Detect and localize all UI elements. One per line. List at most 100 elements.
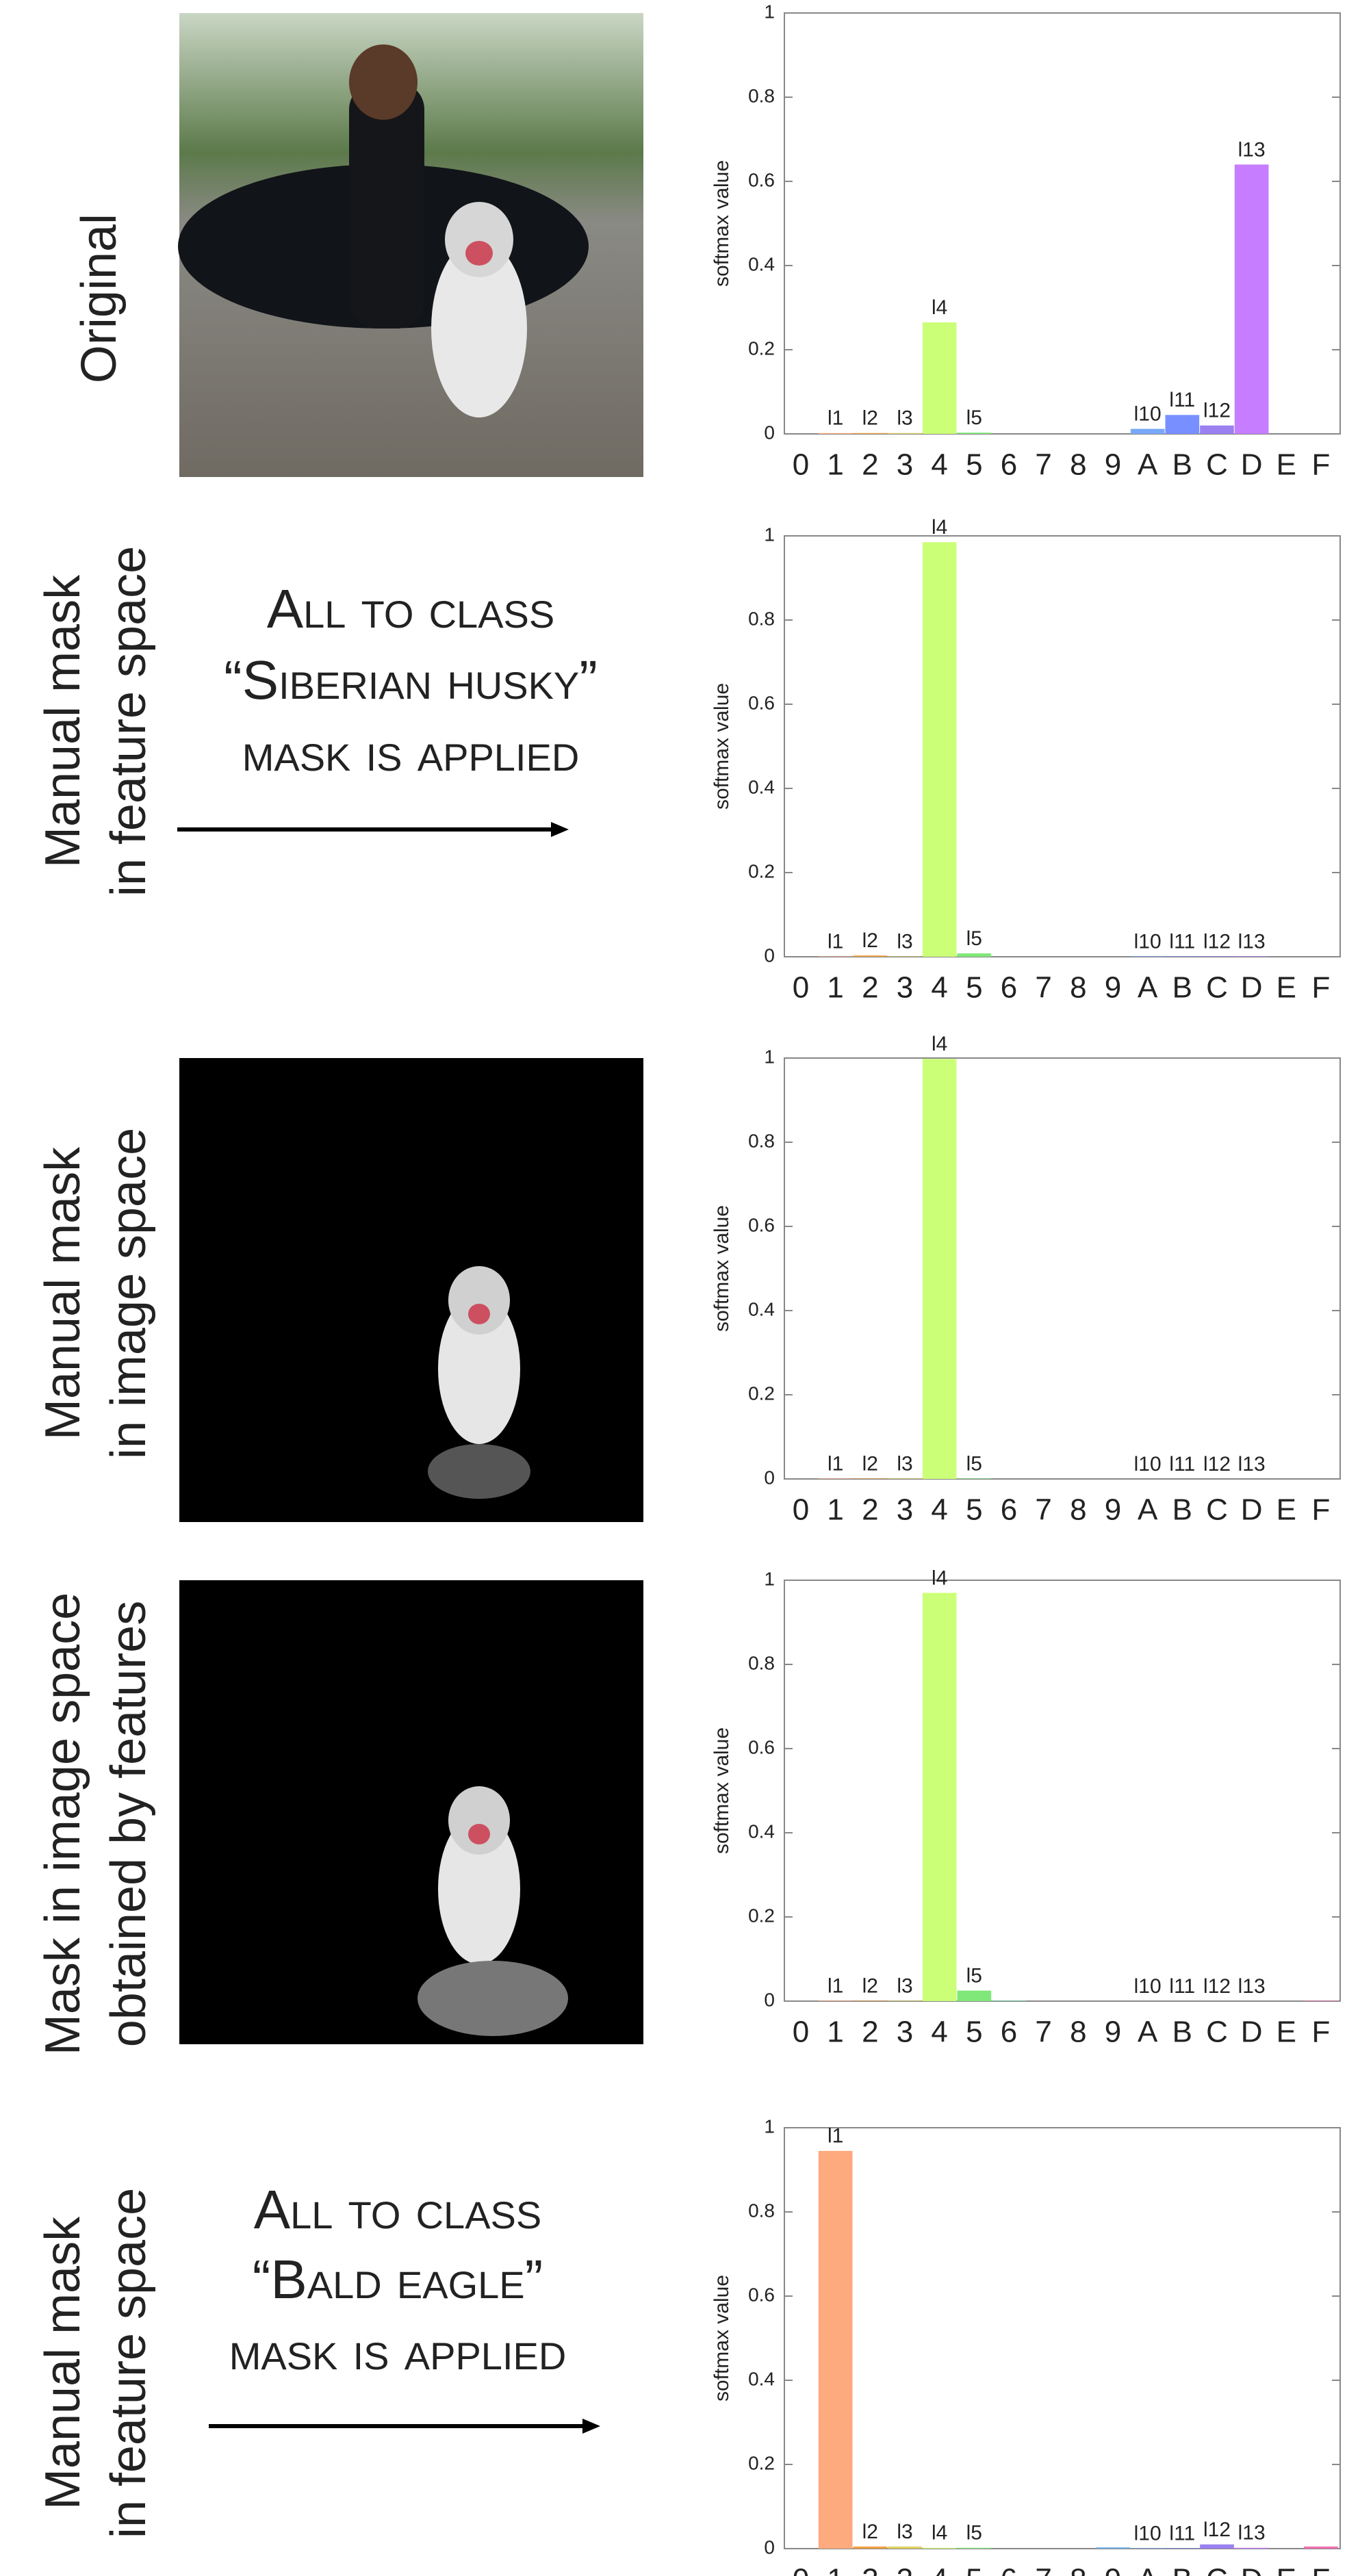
bar-label: l10 xyxy=(1134,403,1162,426)
x-tick-label: 0 xyxy=(793,1493,809,1527)
x-tick-label: 4 xyxy=(931,2563,947,2576)
y-tick-label: 0.8 xyxy=(748,85,775,106)
x-tick-label: 0 xyxy=(793,2563,809,2576)
x-tick-label: 9 xyxy=(1105,448,1121,482)
bar xyxy=(1304,2000,1338,2001)
y-axis-label: softmax value xyxy=(710,160,733,287)
x-tick-label: E xyxy=(1276,448,1296,482)
row-label: Manual mask xyxy=(36,1146,90,1440)
caption-line: All to class xyxy=(267,578,555,639)
bar xyxy=(1130,956,1165,957)
y-tick-label: 0 xyxy=(764,1467,775,1488)
x-tick-label: 2 xyxy=(862,2563,878,2576)
x-tick-label: 6 xyxy=(1001,2015,1017,2049)
bar xyxy=(818,433,853,434)
bar xyxy=(818,2150,853,2549)
bar-label: l5 xyxy=(966,1452,982,1475)
bar-label: l1 xyxy=(827,930,843,953)
x-tick-label: 2 xyxy=(862,448,878,482)
x-tick-label: F xyxy=(1312,1493,1331,1527)
y-tick-label: 0.6 xyxy=(748,692,775,713)
row-label: Original xyxy=(72,214,127,383)
y-tick-label: 1 xyxy=(764,1568,775,1589)
bar xyxy=(992,2000,1026,2001)
bar-label: l2 xyxy=(862,1974,878,1997)
x-tick-label: F xyxy=(1312,2015,1331,2049)
arrow-head xyxy=(582,2419,600,2434)
bar-label: l2 xyxy=(862,929,878,952)
x-tick-label: 3 xyxy=(897,2563,913,2576)
y-tick-label: 1 xyxy=(764,1046,775,1067)
x-tick-label: D xyxy=(1241,1493,1263,1527)
x-tick-label: B xyxy=(1172,2015,1192,2049)
x-tick-label: A xyxy=(1138,448,1158,482)
masked-image xyxy=(179,1058,643,1522)
bar xyxy=(888,2000,922,2001)
x-tick-label: A xyxy=(1138,971,1158,1005)
bar xyxy=(957,1990,992,2001)
arrow-head xyxy=(551,822,569,837)
bar-label: l13 xyxy=(1238,2522,1266,2545)
x-tick-label: F xyxy=(1312,448,1331,482)
y-tick-label: 0.8 xyxy=(748,1652,775,1673)
bar-label: l4 xyxy=(932,1033,947,1055)
bar xyxy=(853,2546,888,2549)
bar-label: l4 xyxy=(932,516,947,539)
y-tick-label: 0.2 xyxy=(748,2452,775,2473)
x-tick-label: 6 xyxy=(1001,448,1017,482)
x-tick-label: 9 xyxy=(1105,2563,1121,2576)
bar-label: l1 xyxy=(827,1974,843,1997)
x-tick-label: F xyxy=(1312,2563,1331,2576)
bar xyxy=(888,1478,922,1479)
masked-image-features xyxy=(179,1580,643,2044)
x-tick-label: 5 xyxy=(966,2015,982,2049)
bar-label: l10 xyxy=(1134,1453,1162,1476)
plot-frame xyxy=(784,535,1341,957)
bar xyxy=(818,2000,853,2001)
bar-label: l12 xyxy=(1203,930,1231,953)
x-tick-label: C xyxy=(1206,2015,1228,2049)
bar xyxy=(1165,415,1200,434)
x-tick-label: E xyxy=(1276,1493,1296,1527)
y-tick-label: 0.8 xyxy=(748,1130,775,1151)
y-axis-label: softmax value xyxy=(710,683,733,810)
x-tick-label: C xyxy=(1206,1493,1228,1527)
x-tick-label: D xyxy=(1241,448,1263,482)
x-tick-label: C xyxy=(1206,971,1228,1005)
x-tick-label: 5 xyxy=(966,971,982,1005)
bar-label: l4 xyxy=(932,1567,947,1589)
row-label: Manual mask xyxy=(36,574,90,868)
x-tick-label: B xyxy=(1172,448,1192,482)
y-tick-label: 1 xyxy=(764,524,775,545)
bar-label: l3 xyxy=(897,1974,912,1997)
caption-line: mask is applied xyxy=(229,2320,567,2381)
bar-label: l11 xyxy=(1169,930,1195,953)
y-tick-label: 0.6 xyxy=(748,2284,775,2305)
x-tick-label: 7 xyxy=(1035,448,1051,482)
x-tick-label: 6 xyxy=(1001,2563,1017,2576)
plot-frame xyxy=(784,1580,1341,2002)
row-label: in image space xyxy=(101,1128,156,1459)
x-tick-label: 8 xyxy=(1070,2015,1086,2049)
x-tick-label: 8 xyxy=(1070,448,1086,482)
bar xyxy=(1130,2548,1165,2549)
bar-label: l11 xyxy=(1169,1453,1195,1476)
x-tick-label: 3 xyxy=(897,2015,913,2049)
bar-label: l13 xyxy=(1238,930,1266,953)
bar-label: l12 xyxy=(1203,1453,1231,1476)
bar-label: l11 xyxy=(1169,2522,1195,2545)
y-axis-label: softmax value xyxy=(710,1205,733,1332)
bar xyxy=(1234,164,1269,434)
y-tick-label: 0 xyxy=(764,2536,775,2558)
bar xyxy=(1234,956,1269,957)
x-tick-label: 4 xyxy=(931,971,947,1005)
x-tick-label: 6 xyxy=(1001,1493,1017,1527)
caption-line: “Bald eagle” xyxy=(253,2249,543,2310)
bar-label: l13 xyxy=(1238,1975,1266,1998)
bar-label: l5 xyxy=(966,1965,982,1987)
x-tick-label: 5 xyxy=(966,2563,982,2576)
bar-label: l3 xyxy=(897,407,912,430)
x-tick-label: 8 xyxy=(1070,2563,1086,2576)
x-tick-label: E xyxy=(1276,971,1296,1005)
x-tick-label: D xyxy=(1241,971,1263,1005)
